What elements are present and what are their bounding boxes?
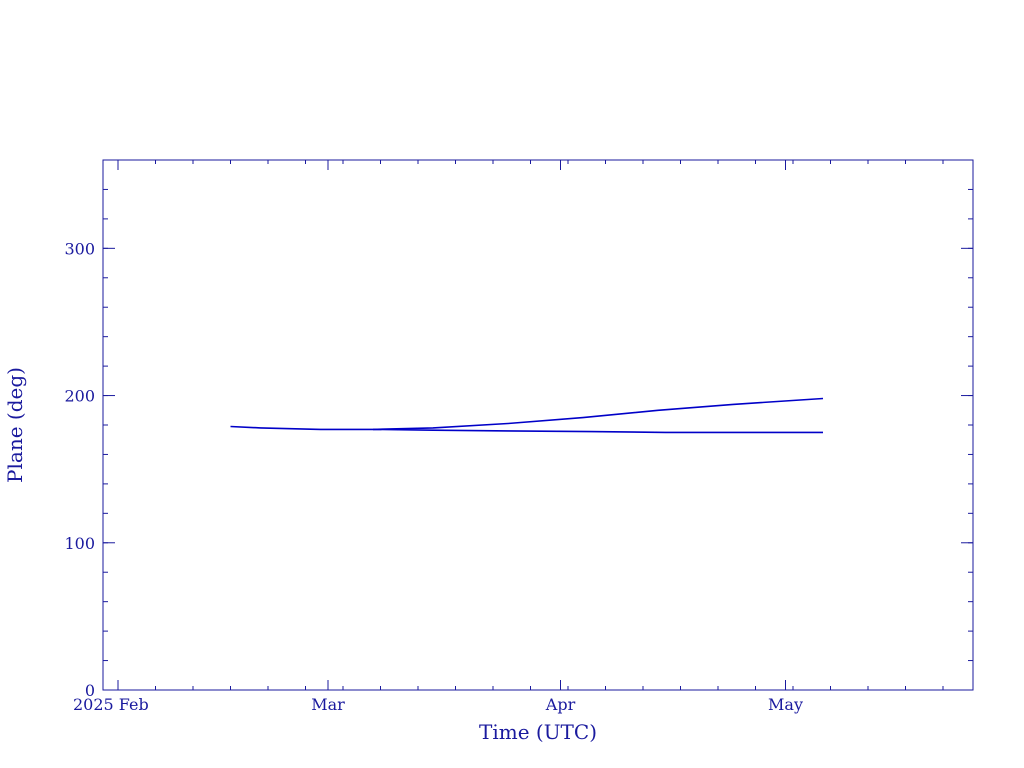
y-tick-label: 0: [85, 681, 95, 700]
x-tick-label: Apr: [545, 695, 576, 714]
axis-ticks: [103, 159, 973, 691]
series-line-2: [372, 428, 823, 434]
y-axis-title: Plane (deg): [3, 367, 27, 483]
y-tick-label: 200: [64, 387, 95, 406]
x-axis-title: Time (UTC): [479, 720, 597, 744]
tick-labels: 2025 Feb Mar Apr May 0 100 200 300: [64, 239, 803, 714]
series-line-1: [230, 397, 824, 431]
plot-frame: [102, 159, 974, 691]
y-tick-label: 100: [64, 534, 95, 553]
x-tick-label: May: [768, 695, 803, 714]
y-tick-label: 300: [64, 239, 95, 258]
x-tick-label: 2025 Feb: [73, 695, 149, 714]
x-tick-label: Mar: [311, 695, 345, 714]
series-layer: [230, 397, 824, 434]
